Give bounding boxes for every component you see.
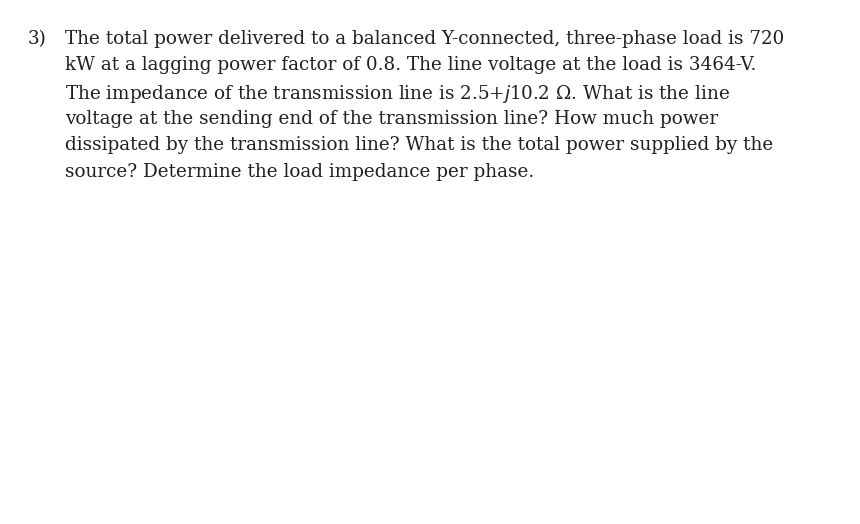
Text: The impedance of the transmission line is 2.5+$j$10.2 Ω. What is the line: The impedance of the transmission line i… bbox=[65, 83, 730, 105]
Text: kW at a lagging power factor of 0.8. The line voltage at the load is 3464-V.: kW at a lagging power factor of 0.8. The… bbox=[65, 57, 757, 74]
Text: 3): 3) bbox=[28, 30, 47, 48]
Text: The total power delivered to a balanced Y-connected, three-phase load is 720: The total power delivered to a balanced … bbox=[65, 30, 784, 48]
Text: source? Determine the load impedance per phase.: source? Determine the load impedance per… bbox=[65, 162, 534, 180]
Text: voltage at the sending end of the transmission line? How much power: voltage at the sending end of the transm… bbox=[65, 110, 718, 127]
Text: dissipated by the transmission line? What is the total power supplied by the: dissipated by the transmission line? Wha… bbox=[65, 136, 773, 154]
